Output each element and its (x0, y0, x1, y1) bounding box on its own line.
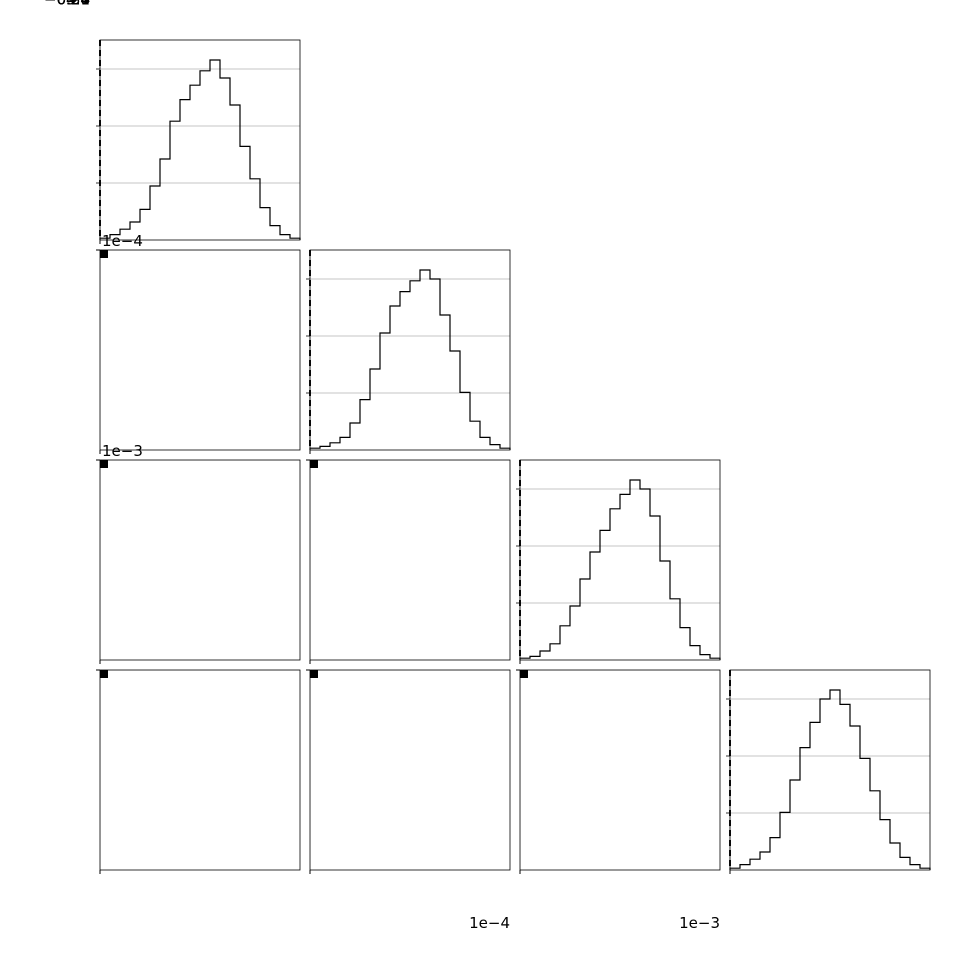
histogram-panel-3 (726, 670, 930, 874)
panel-frame (730, 670, 930, 870)
histogram-panel-0 (96, 40, 300, 244)
scatter-panel-0-2 (96, 459, 300, 664)
density-peak (100, 250, 108, 258)
histogram-step (520, 480, 720, 660)
panel-frame (100, 250, 300, 450)
histogram-step (100, 60, 300, 240)
histogram-panel-1 (306, 250, 510, 454)
scatter-panel-0-1 (96, 249, 300, 454)
panel-frame (310, 250, 510, 450)
histogram-step (730, 690, 930, 870)
histogram-step (310, 270, 510, 450)
histogram-panel-2 (516, 460, 720, 664)
